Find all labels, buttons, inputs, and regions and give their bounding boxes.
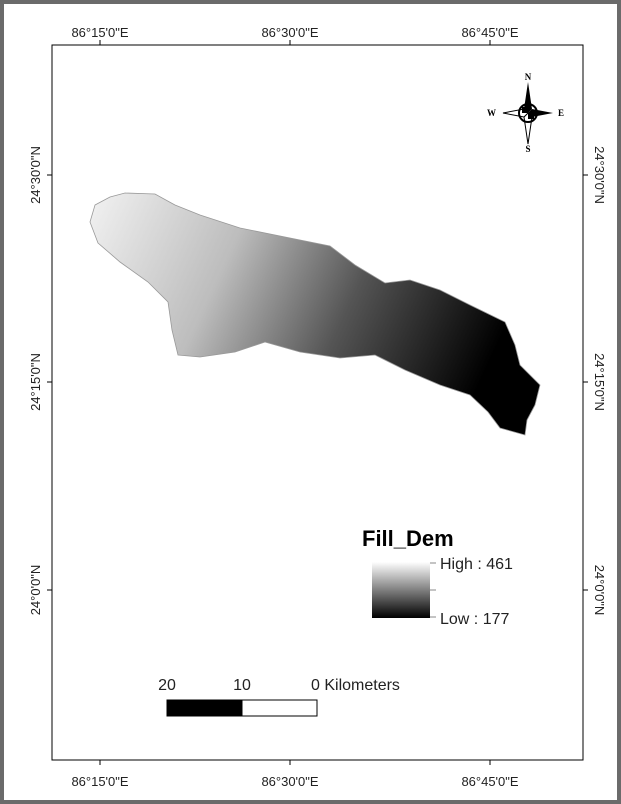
bottom-label: 86°45'0"E — [461, 774, 518, 789]
scale-segment — [242, 700, 317, 716]
scale-label: 10 — [233, 677, 251, 694]
legend-title: Fill_Dem — [362, 526, 454, 551]
left-label: 24°15'0"N — [28, 353, 43, 411]
scale-label: 0 Kilometers — [311, 677, 400, 694]
east-label: E — [558, 108, 564, 118]
top-label: 86°15'0"E — [71, 25, 128, 40]
scale-segment — [167, 700, 242, 716]
bottom-label: 86°30'0"E — [261, 774, 318, 789]
legend-high: High : 461 — [440, 556, 513, 573]
left-label: 24°30'0"N — [28, 146, 43, 204]
south-label: S — [525, 144, 530, 154]
legend-ramp — [372, 562, 430, 618]
right-label: 24°15'0"N — [592, 353, 607, 411]
west-label: W — [487, 108, 496, 118]
top-label: 86°45'0"E — [461, 25, 518, 40]
map-page: 86°15'0"E 86°30'0"E 86°45'0"E 86°15'0"E … — [0, 0, 621, 804]
north-label: N — [525, 72, 532, 82]
legend-low: Low : 177 — [440, 611, 509, 628]
right-label: 24°0'0"N — [592, 565, 607, 616]
right-label: 24°30'0"N — [592, 146, 607, 204]
left-label: 24°0'0"N — [28, 565, 43, 616]
bottom-label: 86°15'0"E — [71, 774, 128, 789]
top-label: 86°30'0"E — [261, 25, 318, 40]
scale-label: 20 — [158, 677, 176, 694]
